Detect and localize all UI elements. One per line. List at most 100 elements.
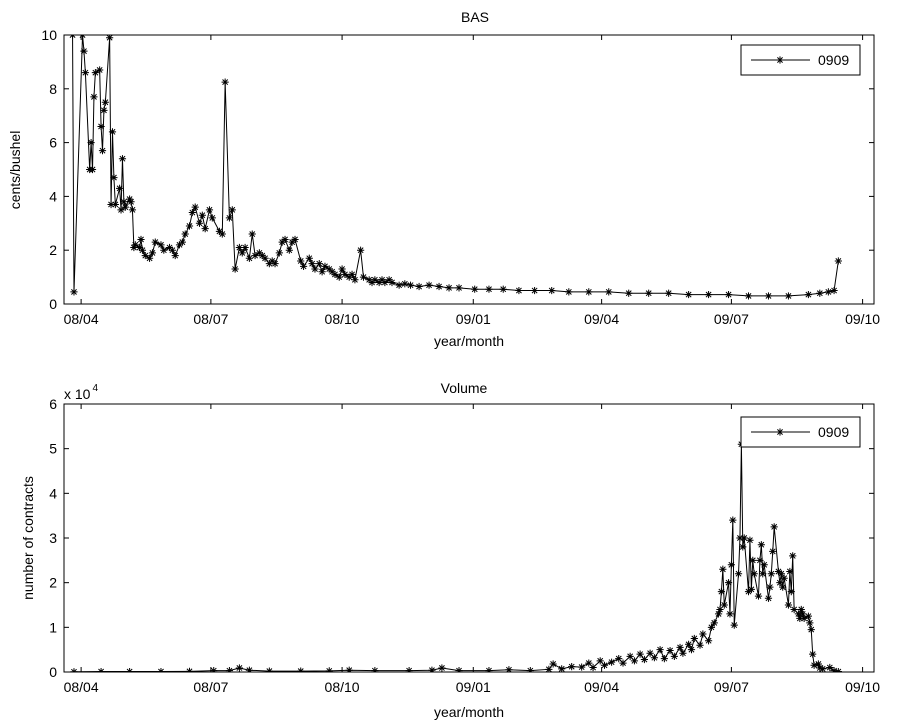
data-point <box>255 249 263 257</box>
data-point <box>670 652 678 660</box>
data-point <box>106 35 114 42</box>
data-point <box>388 278 396 287</box>
data-point <box>799 610 807 618</box>
x-tick-label: 09/04 <box>584 311 619 327</box>
legend-label: 0909 <box>818 424 849 440</box>
x-tick-label: 09/01 <box>456 311 491 327</box>
data-point <box>148 249 157 257</box>
data-point <box>168 246 176 254</box>
y-tick-label: 0 <box>49 296 57 312</box>
data-point <box>676 643 684 652</box>
data-point <box>248 230 256 238</box>
data-point <box>499 285 507 293</box>
data-point <box>646 649 654 657</box>
data-point <box>181 230 189 238</box>
data-point <box>810 661 818 669</box>
y-tick-label: 10 <box>41 27 57 43</box>
data-point <box>600 661 609 669</box>
data-point <box>87 139 95 147</box>
data-point <box>764 594 773 602</box>
data-point <box>96 66 104 74</box>
data-point <box>568 663 576 671</box>
x-tick-label: 08/10 <box>325 679 360 695</box>
data-point <box>338 265 346 273</box>
data-point <box>291 235 299 244</box>
data-point <box>770 523 778 531</box>
data-point <box>756 556 764 564</box>
data-point <box>784 292 793 300</box>
data-point <box>281 235 289 244</box>
data-point <box>750 570 758 578</box>
data-point <box>736 534 744 542</box>
data-point <box>107 200 115 209</box>
data-point <box>719 565 727 573</box>
data-point <box>145 254 154 262</box>
data-point <box>385 276 393 284</box>
data-point <box>729 516 737 524</box>
data-point <box>717 588 726 596</box>
data-point <box>704 637 713 645</box>
data-point <box>88 165 97 174</box>
data-point <box>120 198 128 206</box>
data-point <box>275 249 283 257</box>
data-point <box>807 625 815 634</box>
data-point <box>395 281 403 289</box>
data-point <box>228 206 236 214</box>
data-point <box>445 284 453 292</box>
data-point <box>368 278 376 287</box>
x-axis-label: year/month <box>434 333 504 349</box>
data-point <box>660 655 668 663</box>
data-point <box>640 655 649 664</box>
data-point <box>359 273 368 281</box>
data-point <box>97 122 105 131</box>
data-point <box>218 230 226 238</box>
series-line <box>72 35 839 297</box>
data-point <box>201 225 209 233</box>
data-point <box>288 238 296 246</box>
data-point <box>341 270 349 279</box>
data-point <box>235 243 244 252</box>
data-point <box>117 206 125 214</box>
data-point <box>321 262 329 270</box>
data-point <box>245 666 253 672</box>
data-point <box>734 570 743 578</box>
data-point <box>645 289 653 297</box>
data-point <box>378 276 386 284</box>
data-point <box>137 235 145 244</box>
data-point <box>605 288 613 296</box>
data-point <box>545 665 553 672</box>
data-point <box>800 614 808 622</box>
data-point <box>687 646 696 654</box>
data-point <box>108 128 117 136</box>
data-point <box>619 659 627 667</box>
data-point <box>720 601 728 609</box>
x-axis-label: year/month <box>434 704 504 720</box>
data-point <box>325 265 333 273</box>
data-point <box>235 664 244 672</box>
data-point <box>258 251 266 260</box>
data-point <box>585 288 593 296</box>
data-point <box>526 667 534 672</box>
data-point <box>299 262 308 270</box>
data-point <box>375 278 383 287</box>
data-point <box>100 106 108 114</box>
data-point <box>806 619 814 627</box>
data-point <box>549 660 557 668</box>
data-point <box>205 206 214 214</box>
data-point <box>727 561 735 569</box>
data-point <box>814 660 822 668</box>
data-point <box>351 276 359 284</box>
data-point <box>335 273 343 281</box>
data-point <box>685 640 693 648</box>
data-point <box>804 612 813 620</box>
data-point <box>265 260 273 268</box>
data-point <box>830 286 838 295</box>
data-point <box>365 276 373 284</box>
data-point <box>804 290 813 299</box>
y-tick-label: 0 <box>49 664 57 680</box>
y-tick-label: 3 <box>49 530 57 546</box>
data-point <box>797 605 805 614</box>
data-point <box>834 257 842 265</box>
y-axis-label: cents/bushel <box>7 131 23 210</box>
data-point <box>558 665 566 672</box>
